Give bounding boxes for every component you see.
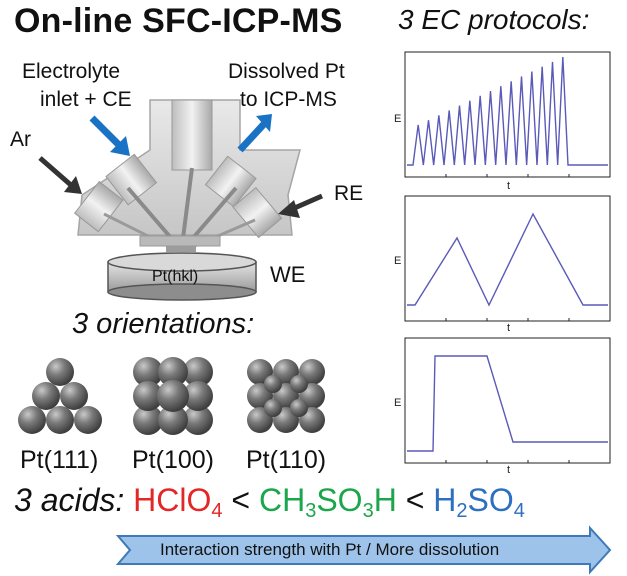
ar-label: Ar xyxy=(10,128,31,151)
plot3-ylabel: E xyxy=(394,397,401,409)
sphere-111-5 xyxy=(74,406,102,434)
ec-protocol-plots xyxy=(404,51,611,464)
sphere-100-center xyxy=(157,380,189,412)
electrolyte-label-line1: Electrolyte xyxy=(22,60,121,83)
dissolved-label-line2: to ICP-MS xyxy=(240,88,337,111)
main-title: On-line SFC-ICP-MS xyxy=(14,2,343,40)
re-label: RE xyxy=(334,182,364,205)
dissolved-label-line1: Dissolved Pt xyxy=(228,60,345,83)
plot2-xlabel: t xyxy=(507,322,510,334)
sphere-111-2 xyxy=(60,382,88,410)
acid-ch3so3h: CH3SO3H xyxy=(258,482,397,522)
orientation-label-100: Pt(100) xyxy=(132,446,214,474)
electrolyte-arrow xyxy=(89,115,130,156)
orientation-models xyxy=(18,357,325,435)
flow-cell xyxy=(73,99,301,252)
plot2-frame xyxy=(404,195,611,322)
plot1-trace xyxy=(407,56,608,166)
plot1-xlabel: t xyxy=(507,180,510,192)
orientation-label-110: Pt(110) xyxy=(246,446,327,474)
sphere-100-edge-3 xyxy=(158,405,188,435)
plot2-ylabel: E xyxy=(394,255,401,267)
pt-crystal-disk xyxy=(107,252,257,301)
sphere-100-edge-0 xyxy=(158,357,188,387)
acids-prefix: 3 acids: xyxy=(14,482,125,518)
sphere-100-corner-3 xyxy=(183,405,213,435)
sphere-100-edge-1 xyxy=(133,381,163,411)
ec-protocols-title: 3 EC protocols: xyxy=(398,4,590,35)
sphere-111-3 xyxy=(18,406,46,434)
crystal-label: Pt(hkl) xyxy=(152,268,199,285)
plot1-ylabel: E xyxy=(394,113,401,125)
re-arrow xyxy=(278,193,324,218)
orientation-label-111: Pt(111) xyxy=(20,446,99,474)
sphere-100-corner-1 xyxy=(183,357,213,387)
sphere-111-0 xyxy=(46,358,74,386)
less-than-1: < xyxy=(231,482,251,518)
sphere-110-inner-0 xyxy=(264,375,282,393)
acid-hclo4: HClO4 xyxy=(133,482,223,522)
sphere-110-inner-1 xyxy=(290,375,308,393)
sphere-111-4 xyxy=(46,406,74,434)
sphere-110-inner-3 xyxy=(290,399,308,417)
plot3-xlabel: t xyxy=(507,464,510,476)
we-label: WE xyxy=(270,262,306,287)
ar-arrow xyxy=(38,156,82,194)
trend-arrow xyxy=(115,525,612,575)
sphere-110-inner-2 xyxy=(264,399,282,417)
plot3-frame xyxy=(404,337,611,464)
less-than-2: < xyxy=(405,482,425,518)
sphere-100-corner-0 xyxy=(133,357,163,387)
trend-arrow-label: Interaction strength with Pt / More diss… xyxy=(160,540,500,559)
orientations-title: 3 orientations: xyxy=(72,308,255,340)
electrolyte-label-line2: inlet + CE xyxy=(40,88,132,111)
plot3-trace xyxy=(407,355,608,452)
acid-h2so4: H2SO4 xyxy=(433,482,525,522)
sphere-111-1 xyxy=(32,382,60,410)
sphere-100-edge-2 xyxy=(183,381,213,411)
sphere-100-corner-2 xyxy=(133,405,163,435)
plot1-frame xyxy=(404,51,611,178)
dissolved-arrow xyxy=(237,114,272,153)
plot2-trace xyxy=(407,212,608,307)
acids-row: 3 acids: HClO4 < CH3SO3H < H2SO4 xyxy=(14,482,525,523)
